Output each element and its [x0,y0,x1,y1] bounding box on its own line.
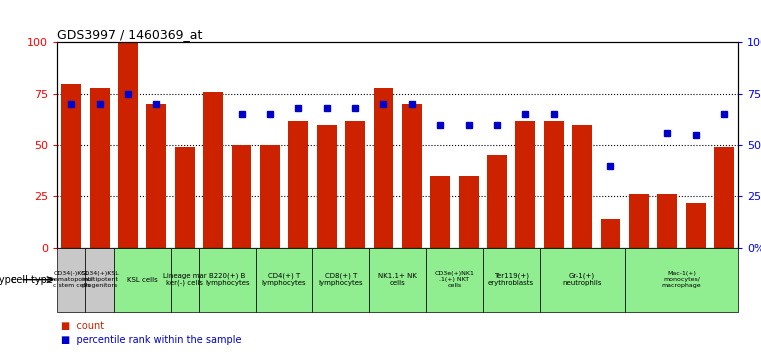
Bar [515,120,535,248]
Bar [57,248,85,312]
Text: ■  percentile rank within the sample: ■ percentile rank within the sample [61,335,241,345]
Bar [118,42,138,248]
Bar [317,125,336,248]
Bar [459,176,479,248]
Text: NK1.1+ NK
cells: NK1.1+ NK cells [378,273,417,286]
Bar [345,120,365,248]
Bar [85,248,114,312]
Text: cell type: cell type [11,275,53,285]
Text: CD3e(+)NK1
.1(+) NKT
cells: CD3e(+)NK1 .1(+) NKT cells [435,272,474,288]
Bar [402,104,422,248]
Bar [231,145,251,248]
Bar [544,120,564,248]
Bar [146,104,167,248]
Bar [487,155,507,248]
Bar [369,248,426,312]
Bar [572,125,592,248]
Text: Lineage mar
ker(-) cells: Lineage mar ker(-) cells [163,273,206,286]
Bar [114,248,170,312]
Bar [482,248,540,312]
Bar [199,248,256,312]
Bar [256,248,313,312]
Text: CD8(+) T
lymphocytes: CD8(+) T lymphocytes [319,273,363,286]
Bar [288,120,308,248]
Text: GDS3997 / 1460369_at: GDS3997 / 1460369_at [57,28,202,41]
Text: CD4(+) T
lymphocytes: CD4(+) T lymphocytes [262,273,307,286]
Bar [313,248,369,312]
Text: KSL cells: KSL cells [127,277,158,282]
Text: B220(+) B
lymphocytes: B220(+) B lymphocytes [205,273,250,286]
Bar [600,219,620,248]
Bar [629,194,649,248]
Text: cell type: cell type [0,275,18,285]
Bar [426,248,482,312]
Bar [686,202,705,248]
Bar [175,147,195,248]
Bar [90,88,110,248]
Text: Gr-1(+)
neutrophils: Gr-1(+) neutrophils [562,273,602,286]
Text: CD34(+)KSL
multipotent
progenitors: CD34(+)KSL multipotent progenitors [80,272,119,288]
Bar [374,88,393,248]
Text: CD34(-)KSL
hematopoieti
c stem cells: CD34(-)KSL hematopoieti c stem cells [50,272,92,288]
Bar [430,176,450,248]
Bar [714,147,734,248]
Text: Ter119(+)
erythroblasts: Ter119(+) erythroblasts [488,273,534,286]
Bar [62,84,81,248]
Bar [540,248,625,312]
Text: Mac-1(+)
monocytes/
macrophage: Mac-1(+) monocytes/ macrophage [661,272,701,288]
Bar [260,145,280,248]
Bar [625,248,738,312]
Bar [203,92,223,248]
Bar [170,248,199,312]
Bar [658,194,677,248]
Text: ■  count: ■ count [61,321,104,331]
